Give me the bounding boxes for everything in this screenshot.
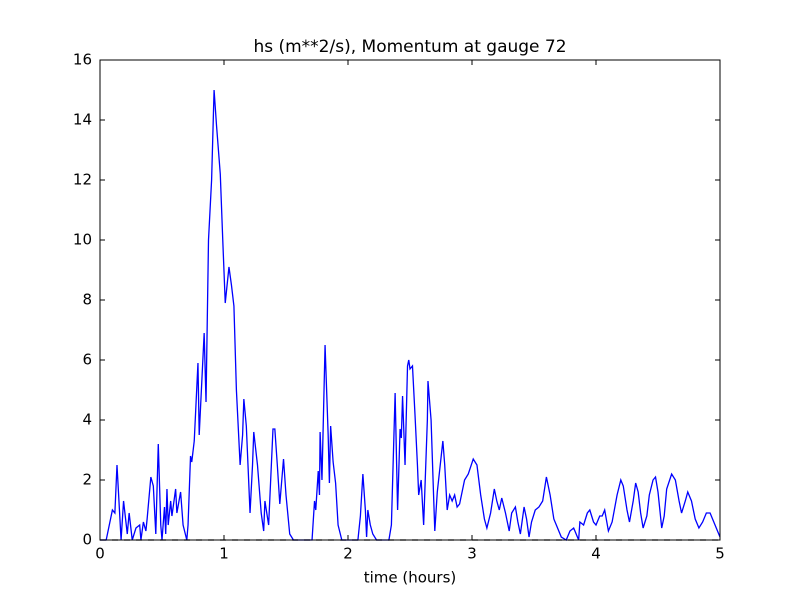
y-tick-label: 12 [73,171,92,189]
x-tick-label: 2 [343,545,353,563]
x-tick-label: 3 [467,545,477,563]
x-tick-label: 5 [715,545,725,563]
x-tick-label: 0 [95,545,105,563]
y-tick-label: 2 [82,471,92,489]
y-tick-label: 8 [82,291,92,309]
y-tick-label: 10 [73,231,92,249]
y-tick-label: 6 [82,351,92,369]
data-line [100,89,721,541]
y-tick-label: 0 [82,531,92,549]
x-tick-label: 4 [591,545,601,563]
chart-title: hs (m**2/s), Momentum at gauge 72 [253,37,566,57]
x-tick-label: 1 [219,545,229,563]
x-axis-label: time (hours) [364,569,457,587]
y-tick-label: 16 [73,51,92,69]
y-tick-label: 14 [73,111,92,129]
y-tick-label: 4 [82,411,92,429]
